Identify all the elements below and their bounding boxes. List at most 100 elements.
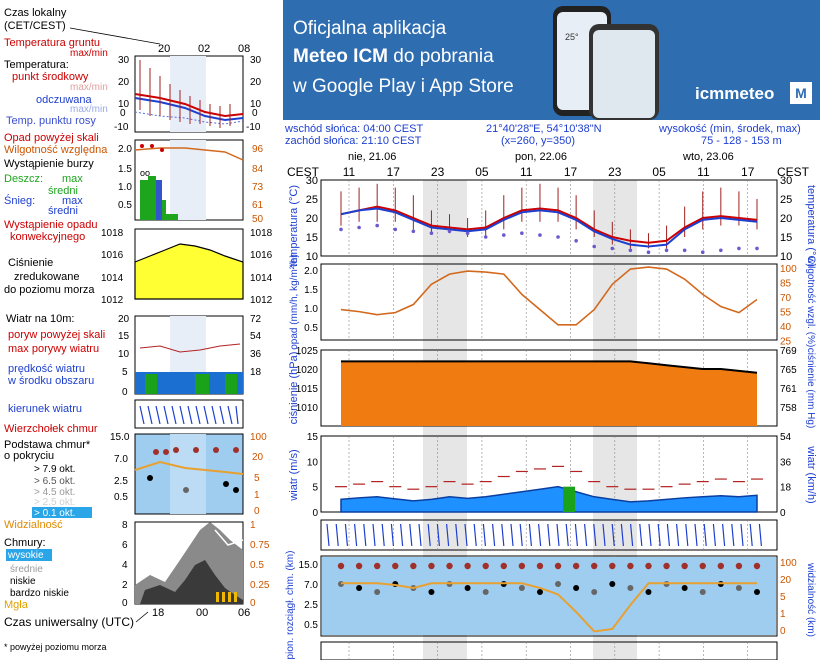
legend-wind-panel	[134, 315, 244, 395]
pressure-rtick-3: 1012	[250, 295, 273, 306]
phone-temp-value: 25°	[565, 32, 579, 42]
dewpoint-dot	[646, 250, 651, 254]
dewpoint-dot	[447, 229, 452, 234]
wind-arrow	[547, 523, 551, 547]
temp-ytick-right: 20	[780, 213, 792, 225]
dewpoint-dot	[628, 248, 633, 253]
pressure-tick-0: 1018	[101, 228, 124, 239]
temp-rtick-1: 20	[250, 77, 262, 88]
clouds-rtick-3: 0.25	[250, 580, 270, 591]
legend-conv-precip: Wystąpienie opadu	[4, 219, 97, 231]
legend-feels-like: odczuwana	[36, 94, 93, 106]
cloud-top-dot	[645, 562, 652, 570]
legend-temperature: Temperatura:	[4, 59, 69, 71]
cloud-top-dot	[717, 562, 725, 570]
legend-max-gusts: max porywy wiatru	[8, 343, 99, 355]
legend-pressure-l3: do poziomu morza	[4, 284, 95, 296]
banner-line2: Meteo ICM do pobrania	[293, 46, 494, 68]
visibility-line	[341, 582, 757, 633]
dewpoint-dot	[393, 227, 398, 232]
pressure-tick-3: 1012	[101, 295, 124, 306]
wind-arrow	[501, 523, 505, 547]
cloud-top-dot	[518, 562, 526, 570]
temp-tick-3: 0	[120, 108, 126, 119]
clouds-tick-2: 4	[122, 560, 128, 571]
cloud-top-dot	[753, 562, 761, 570]
cloud-rtick-0: 100	[250, 432, 267, 443]
wind-arrow	[326, 523, 330, 547]
legend-wind-dir: kierunek wiatru	[8, 403, 82, 415]
legend-wind-area: w środku obszaru	[7, 375, 94, 387]
wind-arrow	[565, 523, 569, 547]
dewpoint-dot	[574, 239, 578, 243]
pressure-rtick-1: 1016	[250, 250, 273, 261]
dewpoint-dot	[682, 248, 687, 253]
precip-tick-2: 1.0	[118, 182, 132, 193]
dewpoint-dot	[411, 229, 416, 234]
wind-arrow	[473, 523, 477, 547]
legend-footnote: * powyżej poziomu morza	[4, 642, 107, 652]
legend-midpoint-minmax: max/min	[70, 82, 108, 93]
app-banner[interactable]: Oficjalna aplikacja Meteo ICM do pobrani…	[283, 0, 820, 120]
wind-arrow	[749, 523, 753, 547]
wind-arrow	[400, 523, 404, 547]
grid-text: (x=260, y=350)	[501, 135, 575, 147]
panel-frame	[320, 263, 778, 341]
humid-tick-2: 73	[252, 182, 264, 193]
temp-ytick-right: 25	[780, 194, 792, 206]
legend-very-low: bardzo niskie	[10, 588, 69, 599]
cloud-top-dot	[392, 562, 399, 570]
day-label-0: nie, 21.06	[348, 151, 396, 163]
wind-arrow	[685, 523, 689, 547]
visibility-ytick: 0	[780, 626, 786, 637]
wind-ytick: 0	[312, 508, 318, 519]
cloud-top-dot	[337, 562, 345, 570]
day-label-1: pon, 22.06	[515, 151, 567, 163]
legend-bottom-hour-2: 06	[238, 607, 250, 619]
legend-temp-ground: Temperatura gruntu	[4, 37, 100, 49]
pressure-tick-1: 1016	[101, 250, 124, 261]
wind-arrow	[344, 523, 348, 547]
cloud-top-dot	[572, 562, 580, 570]
cloud-base-dot	[681, 585, 688, 591]
legend-okt-3: > 2.5 okt.	[34, 497, 75, 508]
cloud-top-dot	[627, 562, 634, 570]
banner-line1: Oficjalna aplikacja	[293, 18, 447, 39]
pressure-mmhg-ytick: 761	[780, 384, 797, 395]
pressure-mmhg-ytick: 769	[780, 346, 797, 357]
cloud-tick-0: 15.0	[110, 432, 130, 443]
cloud-top-dot	[663, 562, 670, 570]
wind-axis-title: wiatr (m/s)	[288, 449, 300, 501]
wind-arrow	[758, 523, 762, 547]
legend-pressure-panel	[134, 228, 244, 300]
cloud-top-dot	[609, 562, 616, 570]
wind-arrow	[455, 523, 459, 547]
dewpoint-dot	[556, 235, 560, 239]
wind-tick-1: 15	[118, 331, 130, 342]
legend-okt-1: > 6.5 okt.	[34, 476, 75, 487]
cloud-top-dot	[446, 562, 453, 570]
pressure-ytick: 1025	[296, 346, 319, 357]
wind-arrow	[528, 523, 532, 547]
cloud-tick-2: 2.5	[114, 476, 128, 487]
precip-ytick: 1.0	[304, 304, 318, 315]
wind-arrow	[657, 523, 661, 547]
legend-cloud-top: Wierzchołek chmur	[4, 423, 98, 435]
wind-arrow	[611, 523, 615, 547]
wind-kmh-ytick: 0	[780, 508, 786, 519]
temp-tick-4: -10	[114, 122, 129, 133]
pressure-mmhg-axis-title: ciśnienie (mm Hg)	[805, 348, 816, 429]
legend-pressure-l2: zredukowane	[14, 271, 79, 283]
pressure-ytick: 1015	[296, 384, 319, 395]
humid-tick-0: 96	[252, 144, 264, 155]
wind-arrow	[722, 523, 726, 547]
legend-mid: średnie	[10, 564, 43, 575]
cloud-base-dot	[627, 585, 634, 591]
pressure-line	[341, 360, 758, 374]
pressure-rtick-2: 1014	[250, 273, 273, 284]
dewpoint-dot	[375, 223, 379, 228]
cloud-top-dot	[355, 562, 363, 570]
legend-cloud-panel	[134, 433, 244, 515]
humidity-ytick: 70	[780, 293, 792, 304]
